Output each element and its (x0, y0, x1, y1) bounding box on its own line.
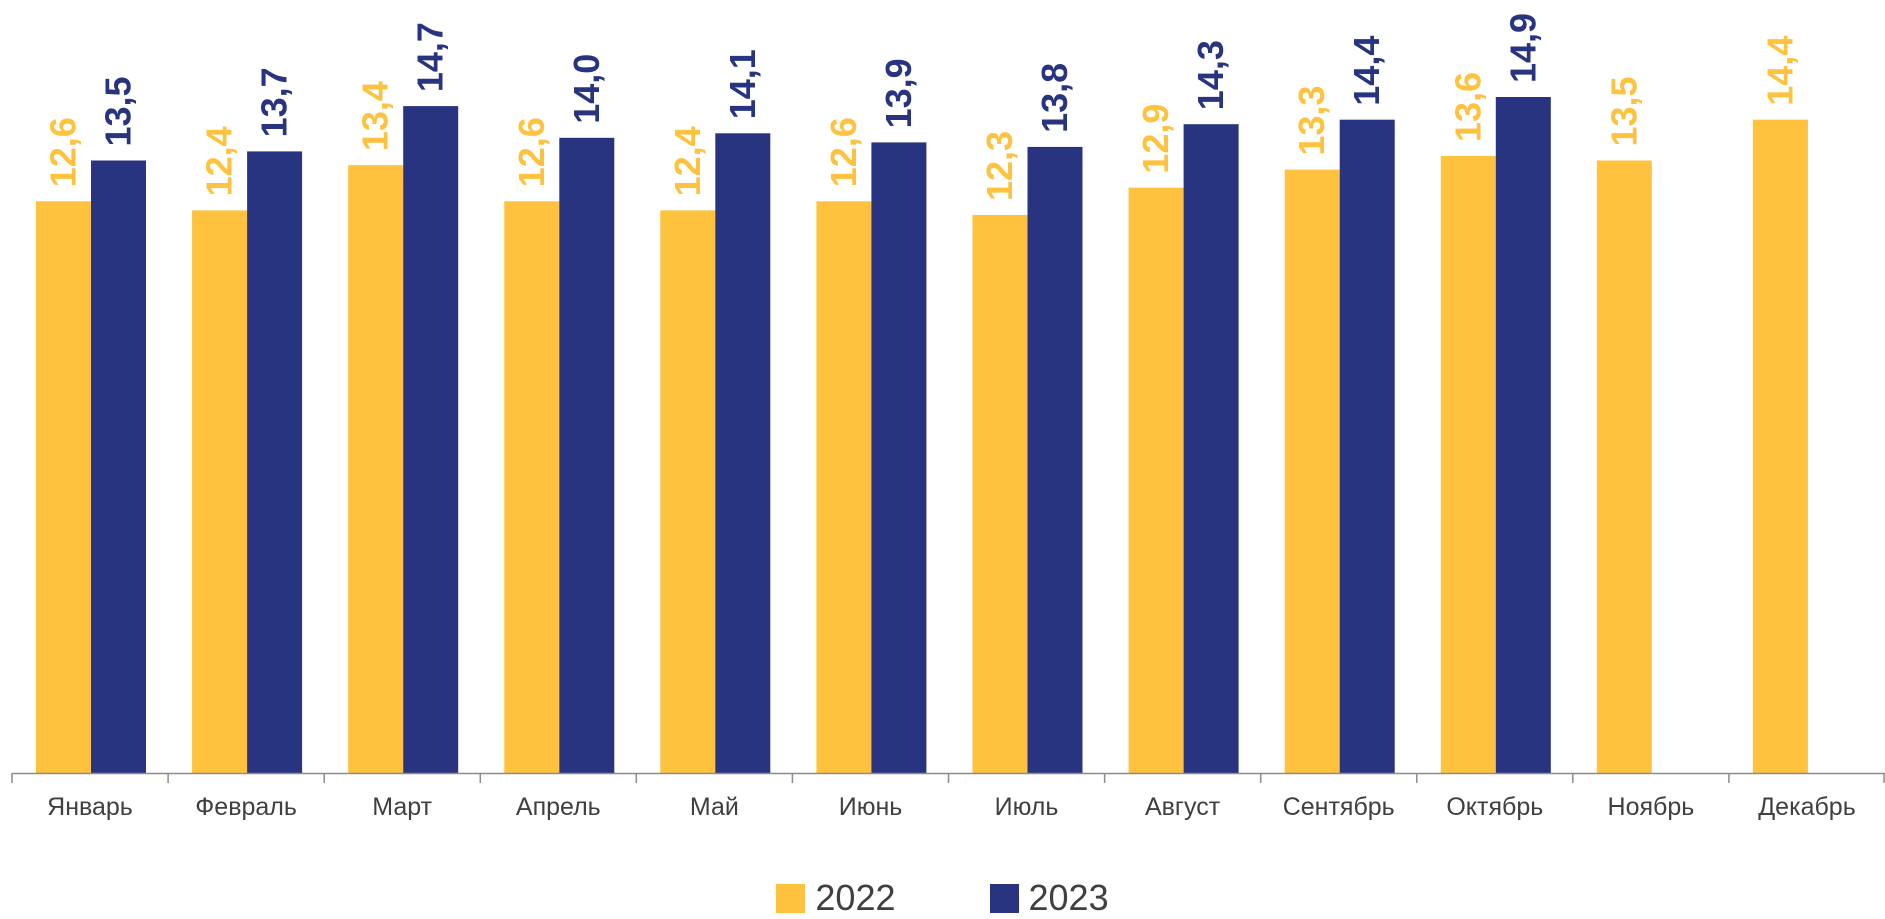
legend: 2022 2023 (0, 877, 1885, 919)
data-label-2022-5: 12,4 (667, 126, 708, 196)
legend-swatch-2022 (776, 883, 806, 913)
legend-label-2022: 2022 (815, 877, 896, 918)
data-label-2023-2: 13,7 (254, 67, 295, 137)
bar-2023-2 (247, 151, 303, 773)
bar-2023-9 (1339, 119, 1395, 773)
data-label-2023-9: 14,4 (1346, 36, 1387, 106)
data-label-2022-11: 13,5 (1603, 76, 1644, 146)
x-tick-label-9: Сентябрь (1283, 793, 1395, 821)
bar-2022-8 (1128, 187, 1184, 773)
bar-2023-3 (403, 106, 459, 774)
data-label-2022-10: 13,6 (1447, 72, 1488, 142)
bar-2022-3 (348, 165, 404, 774)
bar-2023-6 (871, 142, 927, 773)
bar-2022-10 (1440, 156, 1496, 773)
bar-2022-12 (1752, 119, 1808, 773)
x-tick-label-12: Декабрь (1758, 793, 1855, 821)
bar-2022-11 (1596, 160, 1652, 773)
x-tick-label-4: Апрель (516, 793, 601, 821)
bar-2023-1 (91, 160, 146, 773)
bar-chart: 12,6 13,5 12,4 13,7 13,4 14,7 12,6 14,0 12,4 14,1… (11, 13, 1885, 821)
bar-2022-6 (816, 201, 872, 774)
x-tick-label-2: Февраль (195, 793, 297, 821)
bar-2023-8 (1183, 124, 1239, 773)
data-label-2022-9: 13,3 (1291, 86, 1332, 156)
bars-layer (36, 97, 1808, 774)
bar-2022-9 (1284, 169, 1340, 774)
data-label-2023-10: 14,9 (1502, 13, 1543, 83)
bar-2022-7 (972, 215, 1028, 773)
data-label-2023-8: 14,3 (1190, 40, 1231, 110)
data-label-2023-4: 14,0 (566, 54, 607, 124)
x-axis-tick-labels: Январь Февраль Март Апрель Май Июнь Июль Август… (47, 793, 1856, 821)
legend-swatch-2023 (989, 883, 1019, 913)
x-tick-label-3: Март (372, 793, 432, 821)
bar-2022-4 (504, 201, 560, 774)
x-tick-label-6: Июнь (839, 793, 903, 821)
data-label-2023-6: 13,9 (878, 58, 919, 128)
legend-item-2023: 2023 (989, 877, 1109, 919)
x-tick-label-7: Июль (995, 793, 1059, 821)
bar-2022-5 (660, 210, 716, 773)
legend-item-2022: 2022 (776, 877, 896, 919)
data-label-2022-6: 12,6 (823, 117, 864, 187)
bar-2023-5 (715, 133, 771, 774)
data-label-2022-7: 12,3 (979, 131, 1020, 201)
x-tick-label-5: Май (690, 793, 739, 821)
data-label-2023-1: 13,5 (98, 76, 139, 146)
x-tick-label-10: Октябрь (1446, 793, 1543, 821)
x-tick-label-8: Август (1145, 793, 1221, 821)
data-labels-layer: 12,6 13,5 12,4 13,7 13,4 14,7 12,6 14,0 12,4 14,1… (43, 13, 1801, 201)
data-label-2022-3: 13,4 (355, 81, 396, 151)
bar-2022-2 (192, 210, 248, 773)
x-tick-label-11: Ноябрь (1608, 793, 1695, 821)
data-label-2022-8: 12,9 (1135, 104, 1176, 174)
data-label-2022-4: 12,6 (511, 117, 552, 187)
data-label-2023-7: 13,8 (1034, 63, 1075, 133)
data-label-2022-1: 12,6 (43, 117, 84, 187)
x-axis-ticks (11, 773, 1885, 783)
data-label-2023-3: 14,7 (410, 22, 451, 92)
data-label-2022-2: 12,4 (199, 126, 240, 196)
data-label-2022-12: 14,4 (1759, 36, 1800, 106)
bar-2023-7 (1027, 146, 1083, 773)
x-tick-label-1: Январь (47, 793, 133, 821)
legend-label-2023: 2023 (1028, 877, 1109, 918)
bar-2023-10 (1495, 97, 1551, 773)
bar-2022-1 (36, 201, 91, 774)
data-label-2023-5: 14,1 (722, 49, 763, 119)
bar-2023-4 (559, 137, 615, 774)
